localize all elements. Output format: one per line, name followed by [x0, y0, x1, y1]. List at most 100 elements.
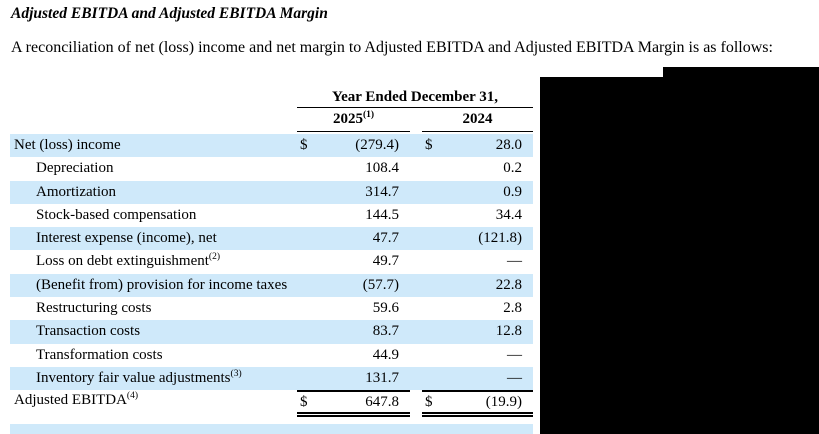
column-gap	[410, 157, 422, 180]
row-label: Net (loss) income	[10, 134, 297, 157]
redaction-box-main	[540, 77, 819, 434]
row-label-text: Loss on debt extinguishment	[36, 253, 209, 270]
column-gap	[410, 108, 422, 132]
table-row: Transformation costs 44.9 —	[10, 344, 533, 367]
value-2025: 47.7	[372, 230, 399, 247]
value-2024: 12.8	[495, 323, 522, 340]
row-label: Stock-based compensation	[10, 204, 297, 227]
row-label: Transaction costs	[10, 320, 297, 343]
row-label: Inventory fair value adjustments(3)	[10, 367, 297, 390]
row-label-text: Transformation costs	[36, 346, 163, 363]
value-2024: 0.9	[503, 183, 522, 200]
table-row: Stock-based compensation 144.5 34.4	[10, 204, 533, 227]
currency-symbol-2025	[297, 344, 319, 367]
value-2025: 83.7	[372, 323, 399, 340]
value-2025: (57.7)	[362, 276, 399, 293]
column-gap	[410, 274, 422, 297]
currency-symbol-2024	[422, 367, 444, 390]
table-header-group-row: Year Ended December 31,	[10, 88, 533, 108]
row-label-text: Restructuring costs	[36, 300, 152, 317]
header-spacer	[10, 108, 297, 132]
column-gap	[410, 320, 422, 343]
table-row: Loss on debt extinguishment(2) 49.7 —	[10, 250, 533, 273]
column-gap	[410, 390, 422, 417]
row-label-text: Interest expense (income), net	[36, 230, 217, 247]
currency-symbol-2024: $	[425, 137, 433, 153]
row-label-text: Net (loss) income	[14, 137, 121, 153]
value-2024: —	[507, 253, 522, 270]
currency-symbol-2024	[422, 297, 444, 320]
table-header-columns-row: 2025(1) 2024	[10, 108, 533, 132]
value-2025: 108.4	[365, 160, 399, 177]
column-gap	[410, 297, 422, 320]
column-gap	[410, 367, 422, 390]
currency-symbol-2025	[297, 181, 319, 204]
row-footnote-marker: (4)	[126, 391, 138, 402]
column-header-2024: 2024	[422, 108, 533, 132]
row-label-text: Adjusted EBITDA	[14, 392, 127, 409]
column-year-label: 2024	[462, 111, 493, 127]
row-label-text: Inventory fair value adjustments	[36, 369, 231, 386]
value-2024: —	[507, 369, 522, 386]
value-2025: 44.9	[372, 346, 399, 363]
table-row: (Benefit from) provision for income taxe…	[10, 273, 533, 298]
column-gap	[410, 250, 422, 273]
row-label: Transformation costs	[10, 344, 297, 367]
row-footnote-marker: (2)	[208, 252, 220, 263]
column-footnote-marker: (1)	[362, 110, 375, 120]
row-label: Restructuring costs	[10, 297, 297, 320]
column-gap	[410, 181, 422, 204]
column-gap	[410, 134, 422, 157]
reconciliation-table: Year Ended December 31, 2025(1) 2024 Net…	[10, 88, 533, 418]
table-row: Transaction costs 83.7 12.8	[10, 320, 533, 344]
value-2024: (19.9)	[444, 390, 533, 418]
currency-symbol-2025: $	[300, 137, 308, 153]
table-row: Amortization 314.7 0.9	[10, 180, 533, 204]
table-row: Adjusted EBITDA(4) $647.8 $ (19.9)	[10, 390, 533, 418]
currency-symbol-2024	[422, 204, 444, 227]
row-label-text: Amortization	[36, 183, 116, 200]
value-2025: 314.7	[365, 183, 399, 200]
intro-paragraph: A reconciliation of net (loss) income an…	[11, 39, 773, 56]
value-2025: 144.5	[365, 206, 399, 223]
column-year-label: 2025	[332, 111, 363, 127]
row-label: Depreciation	[10, 157, 297, 180]
currency-symbol-2024	[422, 250, 444, 273]
value-2024: 28.0	[495, 137, 522, 153]
row-label-text: Depreciation	[36, 160, 114, 177]
row-label: Interest expense (income), net	[10, 227, 297, 250]
currency-symbol-2025	[297, 274, 319, 297]
value-2024: —	[507, 346, 522, 363]
table-row: Net (loss) income $ (279.4) $28.0	[10, 134, 533, 158]
value-2024: 22.8	[495, 276, 522, 293]
currency-symbol-2024	[422, 181, 444, 204]
row-label: Adjusted EBITDA(4)	[10, 390, 297, 417]
row-label-text: (Benefit from) provision for income taxe…	[36, 276, 288, 293]
currency-symbol-2024	[422, 274, 444, 297]
column-gap	[410, 204, 422, 227]
currency-symbol-2024	[422, 157, 444, 180]
table-row: Depreciation 108.4 0.2	[10, 157, 533, 180]
column-gap	[410, 344, 422, 367]
value-2025: 59.6	[372, 300, 399, 317]
row-label-text: Stock-based compensation	[36, 206, 197, 223]
currency-symbol-2025	[297, 250, 319, 273]
currency-symbol-2024: $	[422, 390, 444, 418]
value-2025: 49.7	[372, 253, 399, 270]
currency-symbol-2024	[422, 320, 444, 343]
period-header: Year Ended December 31,	[297, 88, 533, 108]
value-2025: 647.8	[319, 390, 410, 418]
value-2025: 131.7	[365, 369, 399, 386]
header-spacer	[10, 88, 297, 108]
value-2025: (279.4)	[355, 137, 399, 153]
value-2024: 34.4	[495, 206, 522, 223]
value-2024: 2.8	[503, 300, 522, 317]
row-label: Loss on debt extinguishment(2)	[10, 250, 297, 273]
table-row: Restructuring costs 59.6 2.8	[10, 297, 533, 320]
table-body: Net (loss) income $ (279.4) $28.0 Depreciati…	[10, 134, 533, 418]
currency-symbol-2024	[422, 344, 444, 367]
currency-symbol-2025	[297, 320, 319, 343]
row-label-text: Transaction costs	[36, 323, 141, 340]
column-gap	[410, 227, 422, 250]
